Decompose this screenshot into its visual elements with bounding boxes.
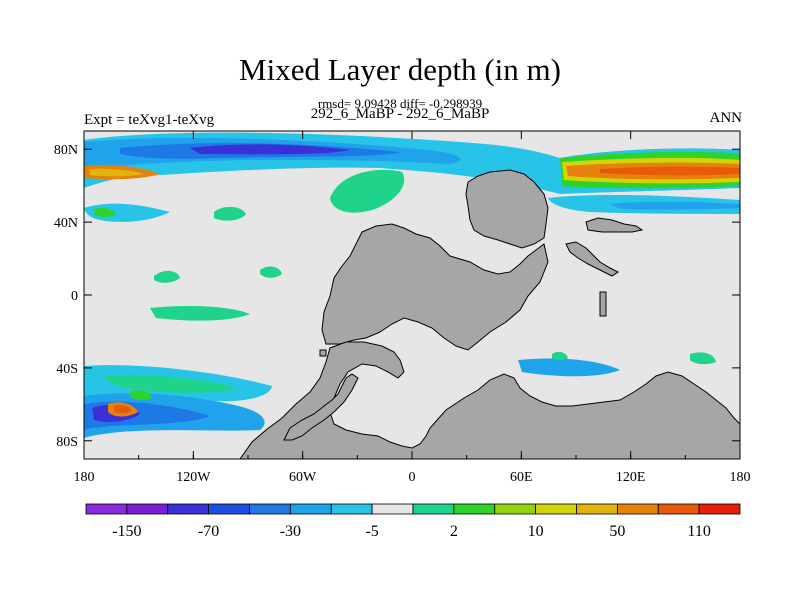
colorbar-swatch	[494, 503, 537, 515]
lon-tick-label: 60E	[510, 470, 533, 485]
land-south-arc-island	[283, 373, 359, 441]
colorbar-swatch	[167, 503, 210, 515]
land-southern-continent	[84, 341, 740, 459]
season-label: ANN	[709, 110, 743, 126]
contour-north-atlantic-blob	[330, 169, 405, 213]
lat-tick-label: 0	[71, 289, 78, 304]
colorbar-swatch	[698, 503, 741, 515]
contour-west-green-spot	[94, 207, 116, 217]
colorbar-label: -150	[112, 523, 141, 540]
land-masses	[84, 169, 740, 459]
colorbar-swatch	[208, 503, 250, 515]
land-small-islet	[319, 349, 327, 357]
contour-north-band-core	[190, 144, 350, 155]
anomaly-contours	[84, 132, 740, 438]
stats-line: rmsd= 9.09428 diff= -0.298939	[317, 96, 483, 111]
land-east-island-2	[565, 241, 619, 277]
lon-tick-label: 60W	[289, 470, 317, 485]
contour-south-east-patch	[518, 358, 620, 377]
latitude-ticks: 80N 40N 0 40S 80S	[54, 143, 740, 450]
contour-east-red-band	[600, 166, 740, 176]
colorbar: -150 -70 -30 -5 2 10 50 110	[85, 503, 741, 540]
case-label: 292_6_MaBP - 292_6_MaBP	[310, 106, 490, 122]
colorbar-swatch	[126, 503, 169, 515]
contour-west-warm-core	[90, 168, 144, 177]
colorbar-swatch	[85, 503, 128, 515]
colorbar-label: -70	[198, 523, 219, 540]
colorbar-swatch	[412, 503, 455, 515]
longitude-ticks: 180 120W 60W 0 60E 120E 180	[74, 131, 751, 485]
colorbar-swatch	[535, 503, 577, 515]
colorbar-label: -30	[280, 523, 301, 540]
colorbar-swatch	[371, 503, 414, 515]
land-greenland	[465, 169, 549, 249]
colorbar-label: 50	[609, 523, 625, 540]
colorbar-swatch	[576, 503, 618, 515]
lat-tick-label: 40N	[54, 216, 78, 231]
lat-tick-label: 40S	[56, 362, 78, 377]
contour-indian-spot	[552, 351, 568, 361]
lon-tick-label: 180	[730, 470, 751, 485]
contour-south-teal-band	[104, 374, 238, 393]
colorbar-swatch	[657, 503, 700, 515]
colorbar-swatch	[289, 503, 332, 515]
lon-tick-label: 180	[74, 470, 95, 485]
colorbar-swatch	[616, 503, 659, 515]
lat-tick-label: 80N	[54, 143, 78, 158]
lat-tick-label: 80S	[56, 435, 78, 450]
contour-south-east-green	[690, 352, 716, 365]
colorbar-label: -5	[365, 523, 378, 540]
lon-tick-label: 120W	[176, 470, 211, 485]
contour-east-blue-strip-mid	[610, 201, 740, 210]
map-panel: 180 120W 60W 0 60E 120E 180 80N 40N 0 40S 80S	[54, 130, 751, 485]
colorbar-label: 2	[450, 523, 458, 540]
plot-title: Mixed Layer depth (in m)	[239, 52, 561, 87]
colorbar-swatch	[249, 503, 291, 515]
colorbar-label: 110	[687, 523, 710, 540]
contour-south-red-core	[114, 405, 132, 414]
colorbar-swatch	[453, 503, 496, 515]
contour-equatorial-band	[150, 306, 250, 321]
contour-pacific-green-patch	[214, 206, 246, 221]
experiment-label: Expt = teXvg1-teXvg	[84, 112, 215, 128]
contour-equatorial-patch-1	[154, 270, 180, 283]
lon-tick-label: 0	[409, 470, 416, 485]
land-east-islet	[599, 291, 607, 317]
colorbar-label: 10	[528, 523, 544, 540]
land-east-island-1	[585, 217, 644, 233]
contour-equatorial-patch-2	[260, 266, 282, 278]
contour-south-green-spot	[130, 390, 152, 401]
colorbar-swatch	[330, 503, 373, 515]
land-central-continent	[321, 223, 549, 351]
lon-tick-label: 120E	[616, 470, 646, 485]
